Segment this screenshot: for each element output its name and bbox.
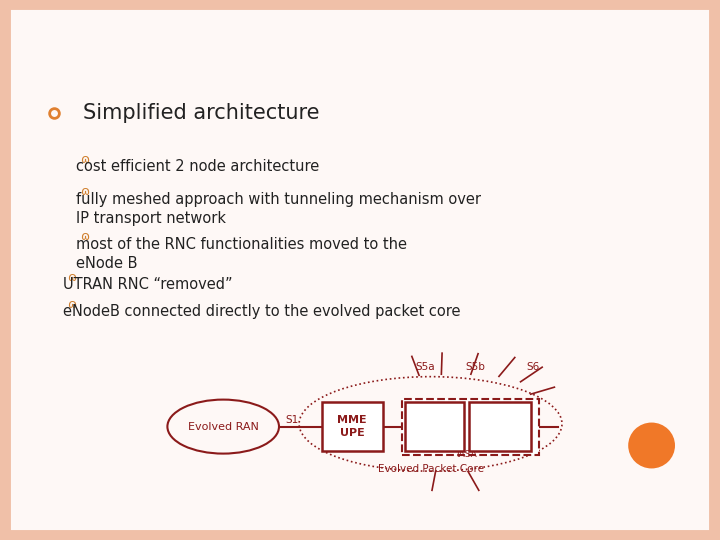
FancyBboxPatch shape [469, 402, 531, 451]
FancyBboxPatch shape [405, 402, 464, 451]
Text: Evolved RAN: Evolved RAN [188, 422, 258, 431]
Text: Anchor: Anchor [479, 428, 521, 438]
Text: S5b: S5b [465, 362, 485, 372]
Text: ɷ: ɷ [80, 185, 89, 198]
Text: UPE: UPE [340, 428, 364, 438]
Text: 3GPP: 3GPP [418, 415, 450, 425]
Text: cost efficient 2 node architecture: cost efficient 2 node architecture [76, 159, 319, 174]
Text: ɷ: ɷ [68, 298, 76, 310]
Text: Evolved Packet Core: Evolved Packet Core [377, 464, 484, 474]
Text: most of the RNC functionalities moved to the
eNode B: most of the RNC functionalities moved to… [76, 237, 407, 271]
FancyBboxPatch shape [322, 402, 383, 451]
Text: eNodeB connected directly to the evolved packet core: eNodeB connected directly to the evolved… [63, 304, 461, 319]
Text: S1: S1 [285, 415, 298, 425]
Text: ɷ: ɷ [68, 271, 76, 284]
Text: S6: S6 [526, 362, 539, 372]
Text: Anchor: Anchor [413, 428, 455, 438]
FancyBboxPatch shape [4, 3, 716, 537]
Text: IASA: IASA [456, 450, 477, 458]
Ellipse shape [628, 422, 675, 468]
Text: UTRAN RNC “removed”: UTRAN RNC “removed” [63, 277, 233, 292]
Text: ɷ: ɷ [80, 230, 89, 243]
Text: S5a: S5a [415, 362, 435, 372]
Text: MME: MME [337, 415, 367, 425]
Text: fully meshed approach with tunneling mechanism over
IP transport network: fully meshed approach with tunneling mec… [76, 192, 481, 226]
Text: SAE: SAE [488, 415, 511, 425]
FancyBboxPatch shape [402, 399, 539, 455]
Text: Simplified architecture: Simplified architecture [83, 103, 319, 124]
Text: ɷ: ɷ [80, 153, 89, 166]
